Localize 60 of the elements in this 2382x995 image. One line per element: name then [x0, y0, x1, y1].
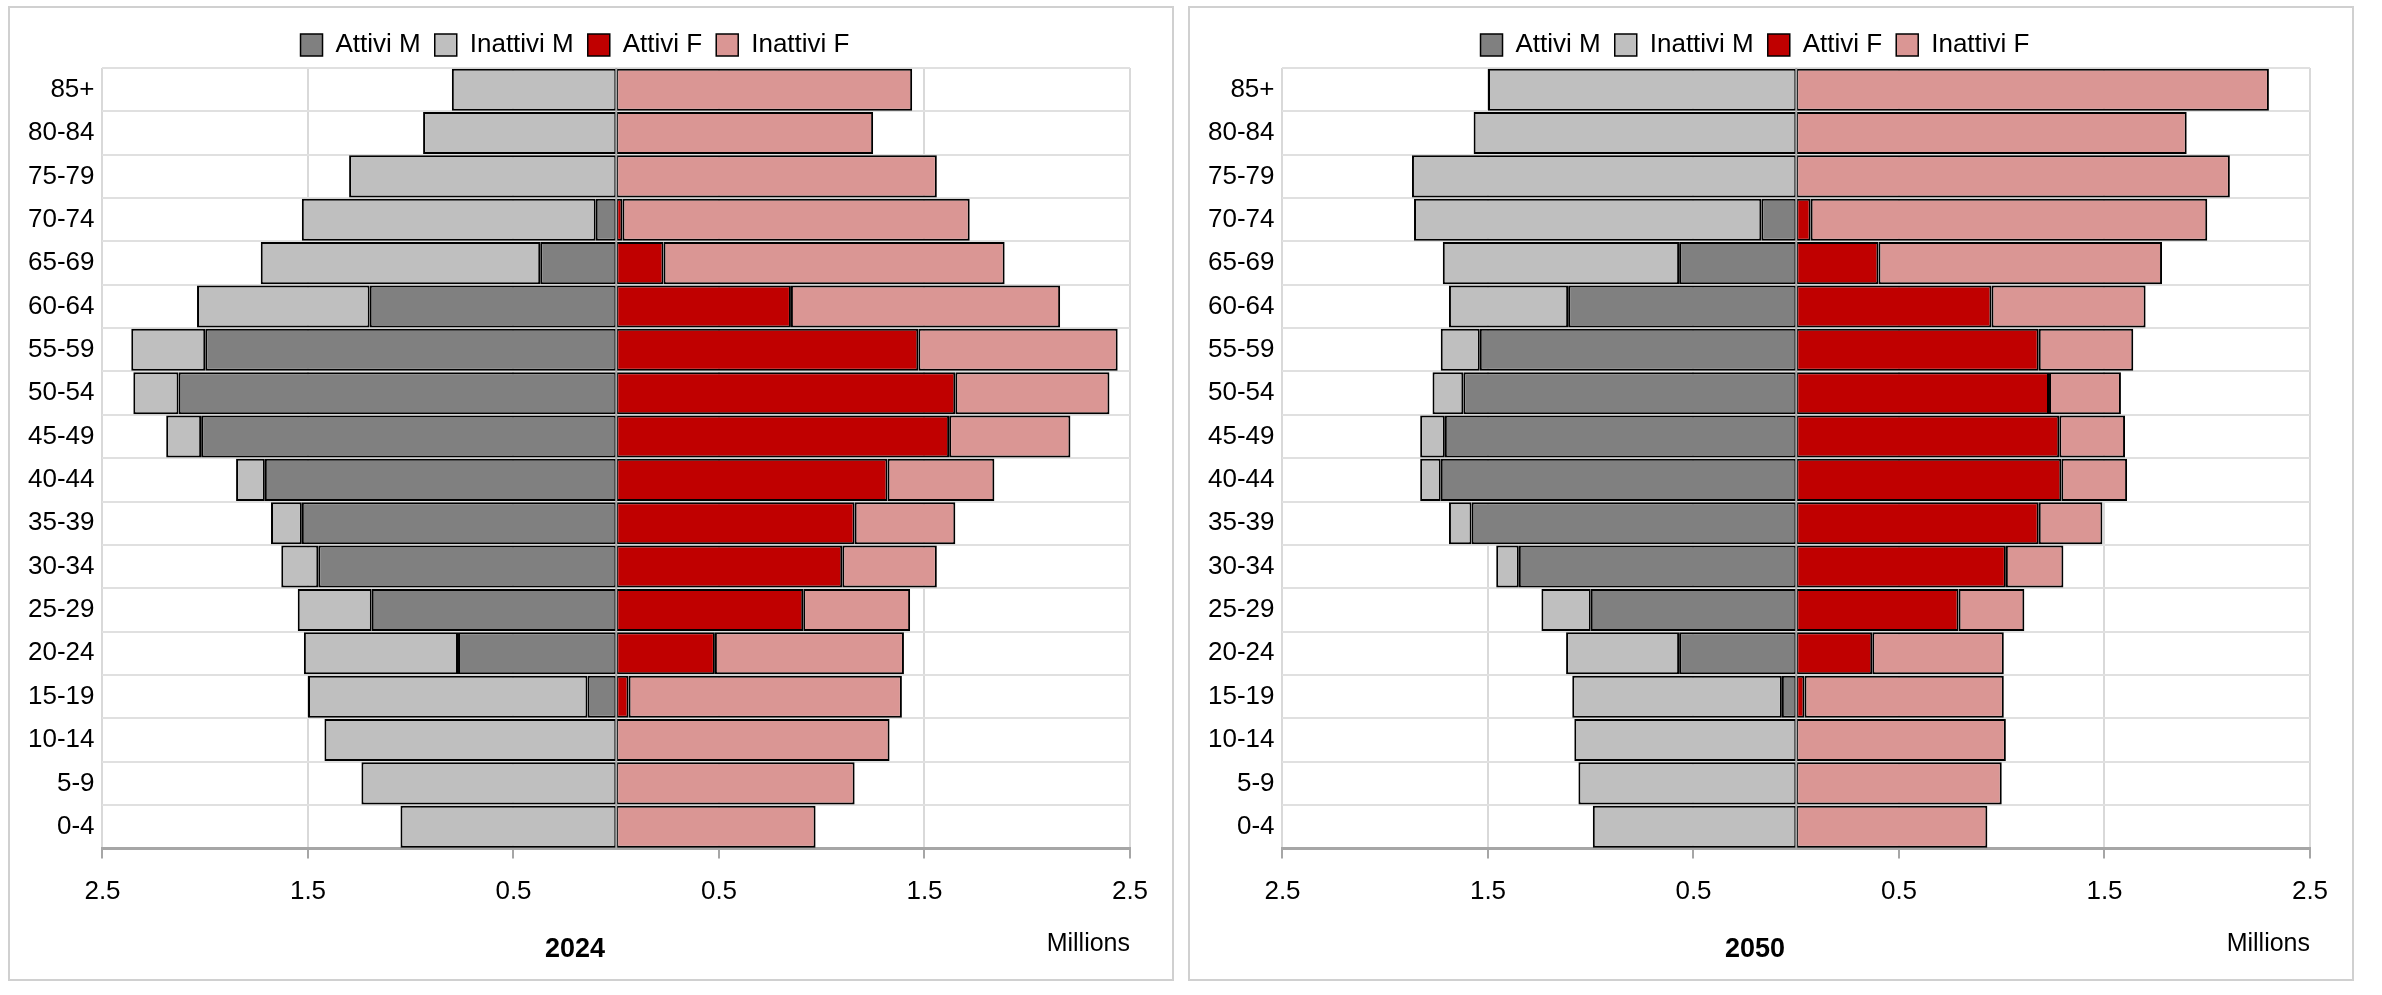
legend-label: Attivi M — [1515, 28, 1601, 59]
y-tick-label: 25-29 — [1208, 593, 1275, 624]
y-tick-label: 60-64 — [28, 289, 95, 320]
y-tick-label: 70-74 — [28, 202, 95, 233]
y-tick-label: 55-59 — [28, 332, 95, 363]
legend-label: Attivi M — [335, 28, 421, 59]
y-tick-label: 80-84 — [28, 116, 95, 147]
y-tick-label: 20-24 — [28, 636, 95, 667]
y-tick-label: 15-19 — [1208, 679, 1275, 710]
y-tick-label: 25-29 — [28, 593, 95, 624]
y-tick-label: 85+ — [1230, 72, 1275, 103]
x-tick-label: 0.5 — [700, 875, 738, 906]
y-tick-label: 10-14 — [1208, 723, 1275, 754]
x-axis-title: Millions — [2226, 928, 2310, 957]
y-tick-label: 40-44 — [1208, 463, 1275, 494]
legend-label: Inattivi M — [1649, 28, 1754, 59]
legend-label: Inattivi F — [1931, 28, 2030, 59]
legend-label: Inattivi F — [751, 28, 850, 59]
y-tick-label: 35-39 — [1208, 506, 1275, 537]
y-tick-label: 0-4 — [1236, 809, 1275, 840]
x-tick-label: 2.5 — [1264, 875, 1301, 906]
x-tick-label: 0.5 — [1675, 875, 1712, 906]
x-tick-label: 1.5 — [2086, 875, 2123, 906]
x-tick-label: 1.5 — [906, 875, 943, 906]
y-tick-label: 5-9 — [56, 766, 95, 797]
x-axis-title: Millions — [1046, 928, 1130, 957]
x-tick-label: 1.5 — [1469, 875, 1507, 906]
x-tick-label: 0.5 — [495, 875, 532, 906]
x-tick-label: 2.5 — [84, 875, 121, 906]
y-tick-label: 35-39 — [28, 506, 95, 537]
y-tick-label: 15-19 — [28, 679, 95, 710]
y-tick-label: 55-59 — [1208, 332, 1275, 363]
y-tick-label: 45-49 — [28, 419, 95, 450]
y-tick-label: 0-4 — [56, 809, 95, 840]
y-tick-label: 65-69 — [1208, 246, 1275, 277]
y-tick-label: 5-9 — [1236, 766, 1275, 797]
x-tick-label: 2.5 — [1111, 875, 1149, 906]
y-tick-label: 70-74 — [1208, 202, 1275, 233]
y-tick-label: 65-69 — [28, 246, 95, 277]
y-tick-label: 80-84 — [1208, 116, 1275, 147]
y-tick-label: 20-24 — [1208, 636, 1275, 667]
x-tick-label: 0.5 — [1880, 875, 1918, 906]
y-tick-label: 75-79 — [1208, 159, 1275, 190]
text: 2024 — [544, 933, 606, 964]
y-tick-label: 50-54 — [28, 376, 95, 407]
text: 2050 — [1724, 933, 1786, 964]
y-tick-label: 75-79 — [28, 159, 95, 190]
legend-label: Attivi F — [1802, 28, 1883, 59]
y-tick-label: 45-49 — [1208, 419, 1275, 450]
legend-label: Inattivi M — [469, 28, 574, 59]
y-tick-label: 30-34 — [1208, 549, 1275, 580]
y-tick-label: 50-54 — [1208, 376, 1275, 407]
legend-label: Attivi F — [622, 28, 703, 59]
y-tick-label: 30-34 — [28, 549, 95, 580]
x-tick-label: 2.5 — [2291, 875, 2329, 906]
y-tick-label: 85+ — [50, 72, 95, 103]
x-tick-label: 1.5 — [289, 875, 327, 906]
y-tick-label: 10-14 — [28, 723, 95, 754]
y-tick-label: 60-64 — [1208, 289, 1275, 320]
y-tick-label: 40-44 — [28, 463, 95, 494]
